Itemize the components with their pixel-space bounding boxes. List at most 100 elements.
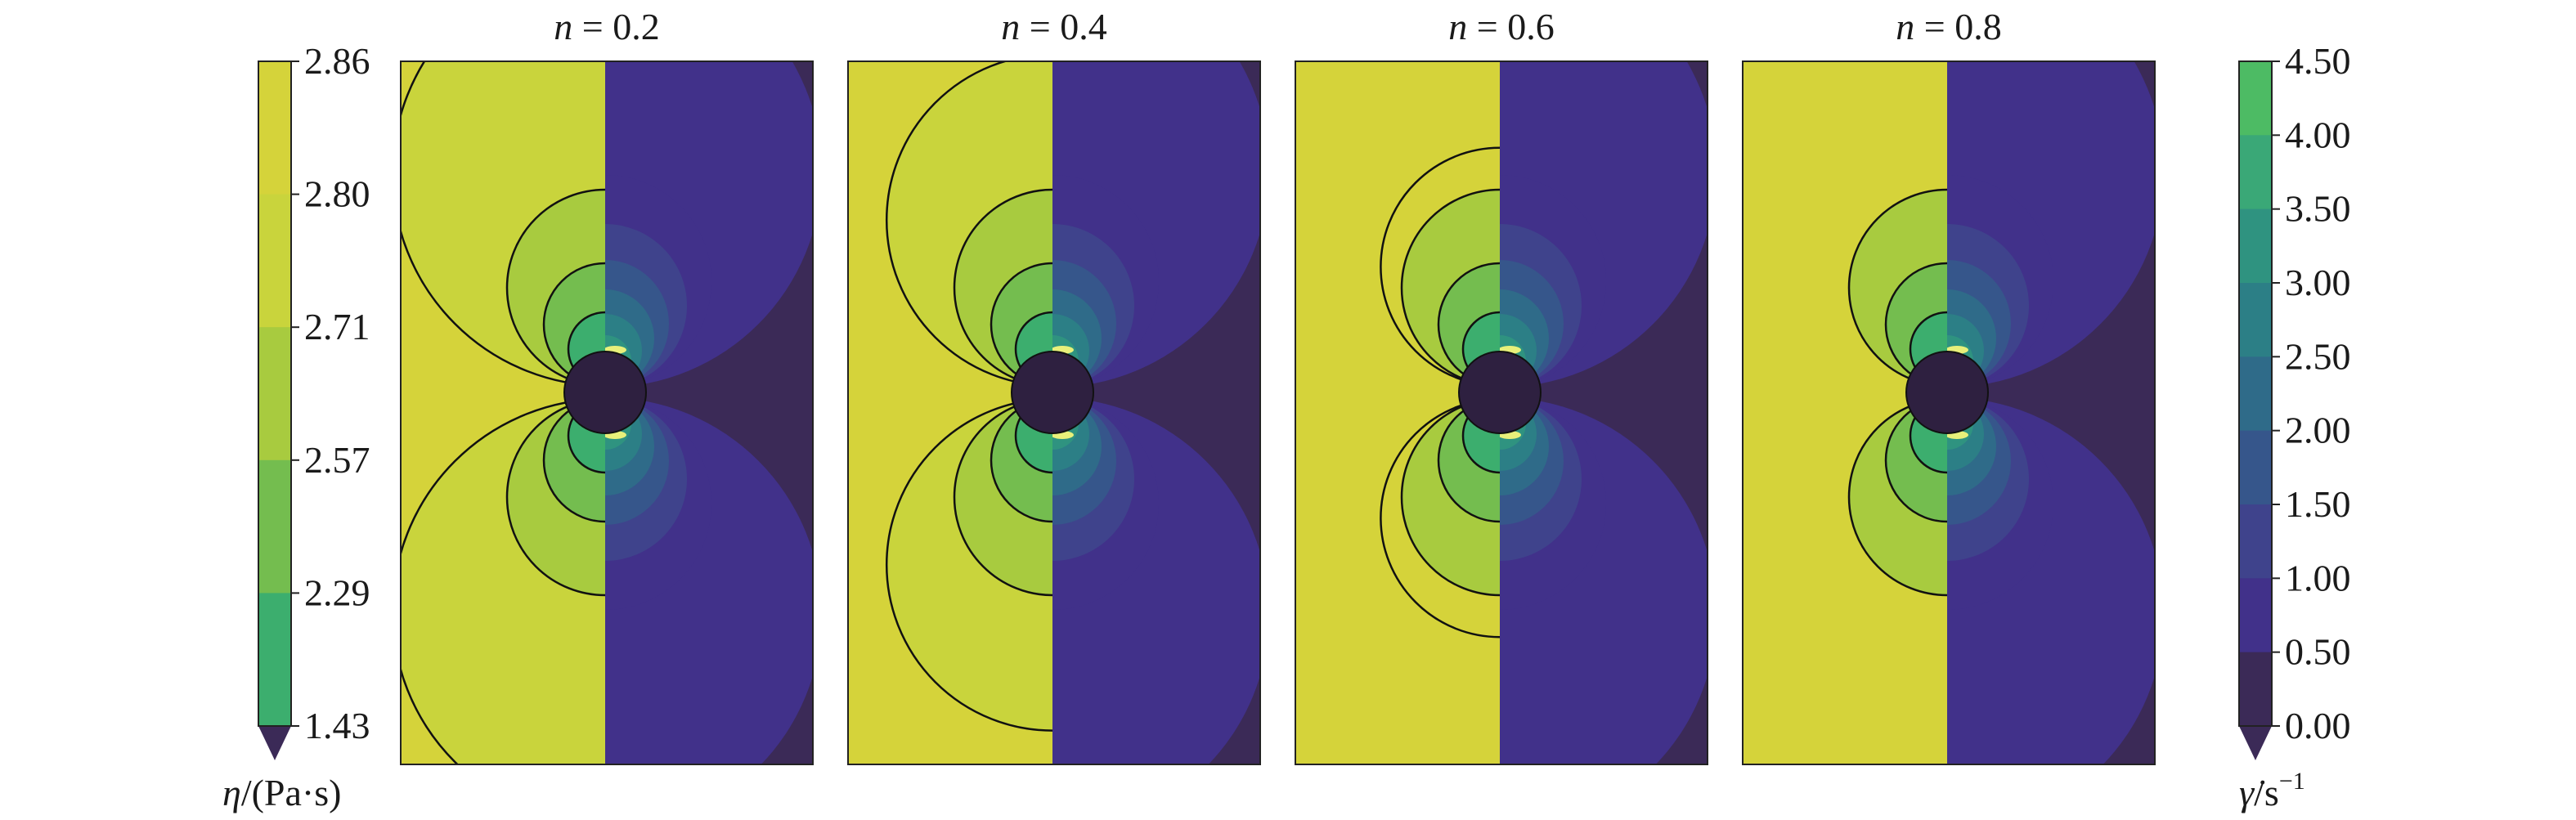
panel-title-value: = 0.8: [1914, 6, 2001, 47]
shear-rate-colorbar-frame: [2238, 60, 2273, 727]
shear-rate-colorbar-label: γ̇/s−1: [2239, 768, 2305, 813]
panel-title-var: n: [1896, 6, 1914, 47]
viscosity-colorbar-extend-arrow: [258, 726, 291, 760]
shear-rate-colorbar-tick-label-1: 4.00: [2285, 114, 2351, 155]
shear-rate-colorbar-tick-label-6: 1.50: [2285, 483, 2351, 525]
viscosity-colorbar-segment-4: [258, 593, 291, 727]
shear-rate-colorbar-tick-label-8: 0.50: [2285, 631, 2351, 673]
shear-rate-colorbar-segment-0: [2239, 61, 2272, 136]
shear-rate-colorbar-tick-label-7: 1.00: [2285, 557, 2351, 598]
shear-rate-colorbar-ticks: 4.50 4.00 3.50 3.00 2.50 2.00 1.50 1.00 0.50 0.00: [2272, 40, 2351, 746]
viscosity-colorbar-segment-2: [258, 327, 291, 461]
viscosity-contour-line: [1461, 397, 1500, 474]
shear-rate-colorbar-tick-label-5: 2.00: [2285, 410, 2351, 451]
panel-frame: [1295, 60, 1708, 765]
viscosity-contour-line: [505, 188, 605, 388]
viscosity-colorbar-tick-label-3: 2.57: [304, 439, 370, 481]
cylinder: [1905, 351, 1989, 434]
viscosity-contour-line: [1884, 397, 1947, 523]
viscosity-colorbar-tick-label-2: 2.71: [304, 306, 370, 347]
shear-rate-colorbar-segment-8: [2239, 652, 2272, 727]
viscosity-contour-line: [1847, 188, 1947, 388]
panel-title-var: n: [554, 6, 572, 47]
viscosity-contour-line: [953, 397, 1052, 597]
shear-rate-colorbar-tick-label-9: 0.00: [2285, 705, 2351, 746]
viscosity-colorbar-segment-1: [258, 194, 291, 328]
panel-title: n = 0.6: [1448, 6, 1554, 47]
panel-title-value: = 0.6: [1467, 6, 1554, 47]
cylinder: [1011, 351, 1094, 434]
viscosity-contour-line: [1461, 311, 1500, 388]
viscosity-colorbar: 2.86 2.80 2.71 2.57 2.29 1.43 η/(Pa·s): [222, 40, 370, 813]
panel-title: n = 0.8: [1896, 6, 2001, 47]
viscosity-colorbar-segment-3: [258, 459, 291, 594]
viscosity-contour-line: [542, 397, 605, 523]
shear-rate-colorbar-tick-label-3: 3.00: [2285, 262, 2351, 303]
panel-title-var: n: [1448, 6, 1467, 47]
shear-rate-field: [605, 61, 813, 764]
viscosity-contour-line: [505, 397, 605, 597]
viscosity-contour-line: [1909, 397, 1947, 474]
shear-rate-colorbar-tick-label-4: 2.50: [2285, 335, 2351, 377]
panel-n-2: n = 0.4: [847, 6, 1261, 765]
panel-frame: [1742, 60, 2156, 765]
shear-rate-colorbar-segments: [2239, 61, 2272, 727]
viscosity-contour-line: [542, 262, 605, 388]
shear-rate-unit-exponent: −1: [2279, 768, 2305, 795]
viscosity-contour-line: [1909, 311, 1947, 388]
viscosity-contour-line: [1380, 146, 1500, 388]
viscosity-contour-line: [1014, 397, 1052, 474]
viscosity-colorbar-tick-label-5: 1.43: [304, 705, 370, 746]
cylinder: [563, 351, 647, 434]
viscosity-contour-line: [1380, 397, 1500, 639]
shear-rate-colorbar-segment-7: [2239, 578, 2272, 653]
shear-rate-colorbar-segment-3: [2239, 283, 2272, 357]
shear-rate-field: [1947, 61, 2155, 764]
cylinder: [1458, 351, 1542, 434]
shear-rate-colorbar-tick-label-0: 4.50: [2285, 40, 2351, 82]
viscosity-colorbar-tick-label-1: 2.80: [304, 173, 370, 215]
panel-title: n = 0.4: [1001, 6, 1106, 47]
viscosity-symbol: η: [222, 772, 241, 813]
panel-title: n = 0.2: [554, 6, 659, 47]
shear-rate-colorbar-segment-1: [2239, 135, 2272, 210]
viscosity-contour-line: [990, 262, 1052, 388]
panel-n-1: n = 0.2: [400, 6, 814, 765]
panel-n-4: n = 0.8: [1742, 6, 2156, 765]
panel-title-value: = 0.2: [572, 6, 659, 47]
viscosity-contour-line: [1400, 397, 1500, 597]
viscosity-colorbar-segment-0: [258, 61, 291, 195]
viscosity-contour-line: [1437, 397, 1500, 523]
viscosity-colorbar-tick-label-0: 2.86: [304, 40, 370, 82]
viscosity-contour-line: [567, 311, 605, 388]
shear-rate-colorbar-extend-arrow: [2239, 726, 2272, 760]
shear-rate-colorbar-segment-6: [2239, 504, 2272, 579]
panel-frame: [400, 60, 814, 765]
viscosity-contour-line: [990, 397, 1052, 523]
viscosity-field: [401, 61, 605, 764]
shear-rate-unit: /s: [2254, 772, 2279, 813]
viscosity-contour-line: [953, 188, 1052, 388]
viscosity-colorbar-label: η/(Pa·s): [222, 772, 341, 813]
viscosity-colorbar-segments: [258, 61, 291, 727]
viscosity-contour-line: [1847, 397, 1947, 597]
viscosity-contour-line: [1437, 262, 1500, 388]
panel-title-var: n: [1001, 6, 1020, 47]
viscosity-colorbar-ticks: 2.86 2.80 2.71 2.57 2.29 1.43: [291, 40, 370, 746]
viscosity-colorbar-frame: [258, 60, 292, 727]
shear-rate-colorbar-segment-5: [2239, 430, 2272, 505]
panel-title-value: = 0.4: [1020, 6, 1106, 47]
panel-frame: [847, 60, 1261, 765]
viscosity-field: [848, 61, 1052, 764]
shear-rate-colorbar-tick-label-2: 3.50: [2285, 188, 2351, 230]
viscosity-contour-line: [567, 397, 605, 474]
viscosity-unit: /(Pa·s): [241, 772, 342, 813]
contour-panels: n = 0.2 n = 0.4 n = 0.6 n = 0.8: [400, 6, 2156, 765]
shear-rate-colorbar-segment-4: [2239, 356, 2272, 432]
viscosity-contour-line: [1400, 188, 1500, 388]
shear-rate-colorbar: 4.50 4.00 3.50 3.00 2.50 2.00 1.50 1.00 0.50 0.00…: [2238, 40, 2351, 813]
shear-rate-colorbar-segment-2: [2239, 208, 2272, 284]
panel-n-3: n = 0.6: [1295, 6, 1708, 765]
viscosity-colorbar-tick-label-4: 2.29: [304, 571, 370, 613]
